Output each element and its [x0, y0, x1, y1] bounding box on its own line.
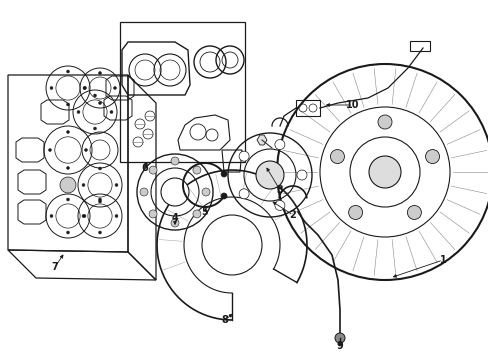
Circle shape [193, 166, 201, 174]
Circle shape [48, 148, 51, 152]
Circle shape [274, 201, 285, 211]
Circle shape [66, 70, 69, 73]
Circle shape [330, 149, 344, 163]
Circle shape [93, 94, 96, 97]
Circle shape [202, 188, 209, 196]
Circle shape [425, 149, 439, 163]
Circle shape [334, 333, 345, 343]
Circle shape [66, 231, 69, 234]
Circle shape [83, 215, 86, 217]
Circle shape [50, 215, 53, 217]
Circle shape [98, 231, 102, 234]
Circle shape [171, 157, 179, 165]
Circle shape [149, 166, 157, 174]
Circle shape [274, 140, 285, 149]
Text: 4: 4 [171, 213, 178, 223]
Circle shape [98, 200, 102, 203]
Circle shape [161, 178, 189, 206]
Circle shape [256, 161, 284, 189]
Text: 1: 1 [439, 255, 446, 265]
Circle shape [239, 189, 248, 199]
Circle shape [377, 115, 391, 129]
Circle shape [193, 210, 201, 218]
Circle shape [348, 206, 362, 220]
Circle shape [66, 130, 69, 134]
Circle shape [50, 86, 53, 90]
Text: 6: 6 [142, 163, 148, 173]
Circle shape [82, 215, 85, 217]
Polygon shape [257, 135, 266, 145]
Circle shape [115, 184, 118, 186]
Circle shape [115, 215, 118, 217]
Circle shape [149, 210, 157, 218]
Circle shape [98, 102, 102, 104]
Circle shape [66, 103, 69, 106]
Circle shape [296, 170, 306, 180]
Circle shape [407, 206, 421, 220]
Circle shape [66, 166, 69, 170]
Text: 7: 7 [52, 262, 58, 272]
Circle shape [98, 198, 102, 201]
Circle shape [77, 111, 80, 113]
Circle shape [171, 219, 179, 227]
Circle shape [140, 188, 148, 196]
Circle shape [82, 184, 85, 186]
Circle shape [66, 198, 69, 201]
Circle shape [84, 148, 87, 152]
Text: 9: 9 [336, 341, 343, 351]
Text: 10: 10 [346, 100, 359, 110]
Circle shape [93, 127, 96, 130]
Text: 5: 5 [201, 207, 208, 217]
Circle shape [221, 193, 226, 199]
Circle shape [368, 156, 400, 188]
Circle shape [113, 86, 116, 90]
Circle shape [98, 167, 102, 170]
Circle shape [83, 86, 86, 90]
Circle shape [221, 171, 226, 177]
Circle shape [60, 177, 76, 193]
Text: 3: 3 [276, 185, 283, 195]
Circle shape [83, 86, 86, 90]
Text: 8: 8 [221, 315, 228, 325]
Circle shape [110, 111, 113, 113]
Circle shape [98, 72, 102, 75]
Circle shape [239, 151, 248, 161]
Text: 2: 2 [289, 210, 296, 220]
